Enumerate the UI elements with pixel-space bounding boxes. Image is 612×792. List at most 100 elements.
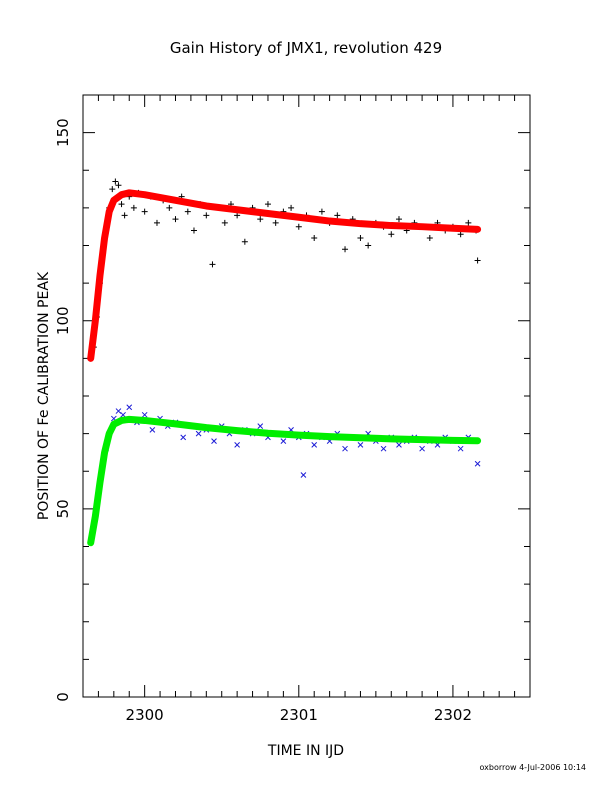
- fit-point: [118, 417, 125, 424]
- fit-point: [203, 202, 210, 209]
- data-point-plus: [209, 261, 216, 268]
- data-point-plus: [311, 234, 318, 241]
- fit-point: [126, 189, 133, 196]
- data-point-plus: [465, 219, 472, 226]
- data-point-cross: [149, 427, 156, 433]
- data-point-plus: [395, 216, 402, 223]
- data-point-plus: [203, 212, 210, 219]
- data-point-cross: [380, 445, 387, 452]
- y-tick-label: 50: [54, 499, 72, 518]
- chart-title: Gain History of JMX1, revolution 429: [170, 39, 442, 57]
- fit-point: [419, 436, 426, 443]
- plot-frame: [82, 94, 531, 698]
- fit-point: [264, 210, 271, 217]
- data-point-cross: [419, 445, 425, 452]
- fit-line-2: [87, 189, 482, 362]
- y-tick-label: 0: [54, 692, 72, 702]
- fit-line-3: [87, 415, 482, 547]
- data-point-plus: [130, 204, 137, 211]
- fit-point: [474, 437, 481, 444]
- data-point-plus: [388, 231, 395, 238]
- data-point-cross: [474, 460, 481, 467]
- y-tick-label: 100: [54, 306, 72, 335]
- fit-point: [87, 539, 94, 546]
- data-point-plus: [221, 219, 228, 226]
- fit-point: [87, 355, 94, 362]
- data-point-plus: [121, 212, 128, 219]
- data-point-plus: [295, 223, 302, 230]
- fit-point: [92, 317, 99, 324]
- data-point-plus: [153, 219, 160, 226]
- fit-point: [172, 420, 179, 427]
- fit-point: [101, 449, 108, 456]
- y-axis-label: POSITION OF Fe CALIBRATION PEAK: [36, 271, 52, 520]
- data-point-cross: [396, 442, 402, 448]
- data-point-cross: [300, 472, 307, 478]
- data-point-cross: [280, 438, 287, 445]
- x-tick-label: 2300: [126, 706, 164, 724]
- fit-point: [118, 191, 125, 198]
- y-tick-label: 150: [54, 118, 72, 147]
- data-point-plus: [257, 216, 264, 223]
- data-point-plus: [241, 238, 248, 245]
- x-tick-label: 2302: [434, 706, 472, 724]
- fit-point: [141, 191, 148, 198]
- fit-point: [449, 225, 456, 232]
- data-point-cross: [211, 438, 217, 445]
- data-point-cross: [234, 442, 240, 448]
- data-point-plus: [184, 208, 191, 215]
- data-point-cross: [257, 423, 264, 429]
- fit-point: [234, 206, 241, 213]
- data-point-plus: [288, 204, 295, 211]
- fit-point: [110, 197, 117, 204]
- fit-point: [388, 435, 395, 442]
- data-point-cross: [115, 408, 122, 414]
- data-point-plus: [109, 186, 116, 193]
- data-point-cross: [311, 442, 318, 448]
- fit-point: [96, 479, 103, 486]
- data-point-cross: [195, 430, 202, 437]
- data-point-cross: [126, 404, 133, 411]
- data-point-plus: [357, 234, 364, 241]
- data-point-cross: [457, 445, 464, 452]
- data-point-plus: [474, 257, 481, 264]
- data-point-plus: [334, 212, 341, 219]
- data-point-plus: [166, 204, 173, 211]
- fit-point: [419, 223, 426, 230]
- fit-point: [474, 226, 481, 233]
- data-point-cross: [357, 442, 364, 448]
- fit-point: [110, 421, 117, 428]
- data-point-plus: [141, 208, 148, 215]
- fit-point: [203, 424, 210, 431]
- data-point-cross: [180, 434, 187, 441]
- fit-point: [357, 434, 364, 441]
- data-point-plus: [234, 212, 241, 219]
- data-point-plus: [115, 182, 122, 189]
- fit-point: [92, 513, 99, 520]
- x-axis-label: TIME IN IJD: [267, 743, 344, 759]
- data-point-cross: [141, 411, 148, 418]
- footer-timestamp: oxborrow 4-Jul-2006 10:14: [479, 763, 586, 772]
- data-marks: [87, 178, 482, 547]
- data-point-plus: [118, 201, 125, 208]
- fit-point: [101, 234, 108, 241]
- fit-point: [295, 214, 302, 221]
- fit-point: [126, 416, 133, 423]
- y-tick-labels: 0 50 100 150: [54, 118, 72, 701]
- data-point-cross: [342, 445, 348, 452]
- fit-point: [388, 222, 395, 229]
- fit-point: [264, 430, 271, 437]
- data-point-plus: [457, 231, 464, 238]
- data-point-plus: [190, 227, 197, 234]
- axis-ticks: [82, 94, 531, 698]
- fit-point: [172, 197, 179, 204]
- data-point-plus: [342, 246, 349, 253]
- fit-point: [141, 417, 148, 424]
- fit-point: [357, 220, 364, 227]
- fit-point: [449, 437, 456, 444]
- data-point-plus: [426, 234, 433, 241]
- x-tick-label: 2301: [280, 706, 318, 724]
- fit-point: [106, 430, 113, 437]
- fit-point: [295, 432, 302, 439]
